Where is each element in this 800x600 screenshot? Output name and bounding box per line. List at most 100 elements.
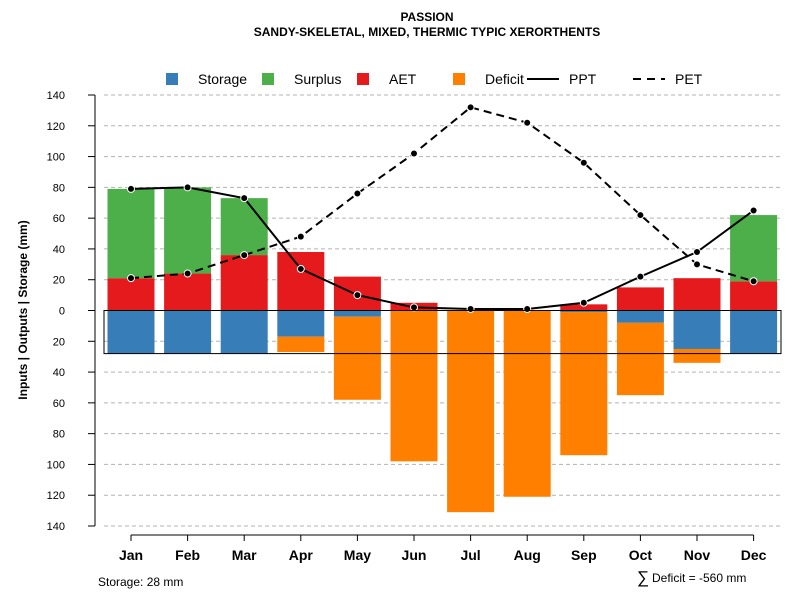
- bar-storage-oct: [616, 310, 664, 323]
- y-tick-label: 40: [53, 244, 65, 256]
- y-tick-label: 60: [53, 213, 65, 225]
- bar-deficit-sep: [560, 312, 608, 456]
- storage-note: Storage: 28 mm: [98, 575, 183, 589]
- legend-swatch-storage: [166, 73, 178, 85]
- legend-label-storage: Storage: [198, 71, 247, 87]
- x-tick-label-jan: Jan: [119, 547, 143, 563]
- x-tick-label-apr: Apr: [289, 547, 314, 563]
- point-pet-jun: [410, 149, 418, 158]
- x-tick-label-aug: Aug: [514, 547, 541, 563]
- y-tick-label: 100: [47, 152, 65, 164]
- bar-deficit-aug: [503, 310, 551, 497]
- point-pet-mar: [240, 251, 249, 260]
- bars: [107, 187, 778, 513]
- legend-label-surplus: Surplus: [294, 71, 341, 87]
- y-tick-label: 20: [53, 336, 65, 348]
- point-pet-aug: [523, 118, 532, 127]
- point-ppt-sep: [579, 298, 588, 307]
- bar-storage-feb: [164, 310, 212, 354]
- bar-storage-may: [333, 310, 381, 317]
- legend-label-ppt: PPT: [569, 71, 597, 87]
- bar-deficit-nov: [673, 348, 721, 363]
- chart-subtitle: SANDY-SKELETAL, MIXED, THERMIC TYPIC XER…: [254, 25, 600, 39]
- point-ppt-jul: [466, 304, 475, 313]
- y-tick-label: 140: [47, 90, 65, 102]
- x-tick-label-jul: Jul: [460, 547, 480, 563]
- point-pet-jul: [466, 103, 475, 112]
- y-tick-label: 20: [53, 275, 65, 287]
- y-axis-label: Inputs | Outputs | Storage (mm): [16, 220, 30, 399]
- x-tick-label-may: May: [344, 547, 371, 563]
- y-tick-label: 120: [47, 121, 65, 133]
- bar-aet-mar: [220, 255, 268, 311]
- series-lines: [127, 103, 758, 313]
- x-tick-label-jun: Jun: [402, 547, 427, 563]
- bar-surplus-feb: [164, 187, 212, 274]
- y-tick-label: 100: [47, 459, 65, 471]
- point-ppt-jun: [410, 303, 418, 312]
- legend-swatch-surplus: [262, 73, 274, 85]
- point-pet-dec: [749, 277, 758, 286]
- point-ppt-nov: [693, 248, 701, 257]
- x-tick-label-oct: Oct: [629, 547, 653, 563]
- line-ppt: [130, 186, 755, 310]
- point-ppt-aug: [523, 304, 532, 313]
- point-ppt-mar: [240, 194, 249, 203]
- bar-surplus-dec: [730, 215, 778, 282]
- point-pet-feb: [183, 269, 192, 278]
- bar-aet-sep: [560, 304, 608, 311]
- bar-deficit-jul: [447, 310, 495, 513]
- bar-aet-oct: [616, 287, 664, 311]
- bar-deficit-jun: [390, 310, 438, 462]
- y-tick-label: 40: [53, 367, 65, 379]
- bar-storage-nov: [673, 310, 721, 349]
- bar-aet-jan: [107, 278, 155, 311]
- bar-surplus-jan: [107, 188, 155, 279]
- y-tick-label: 80: [53, 182, 65, 194]
- bar-storage-apr: [277, 310, 325, 337]
- point-ppt-oct: [636, 272, 645, 281]
- bar-storage-jan: [107, 310, 155, 354]
- point-ppt-feb: [183, 183, 192, 192]
- bar-deficit-may: [333, 316, 381, 400]
- y-tick-label: 0: [59, 306, 65, 318]
- x-tick-label-feb: Feb: [175, 547, 200, 563]
- point-pet-sep: [579, 158, 588, 167]
- point-pet-oct: [636, 211, 645, 220]
- legend-label-deficit: Deficit: [485, 71, 524, 87]
- bar-aet-nov: [673, 278, 721, 311]
- bar-aet-feb: [164, 273, 212, 311]
- bar-storage-dec: [730, 310, 778, 354]
- axes: 140 120 100 80 60 40 20 0 20 40 60 80 100 120 140 Jan Fe…: [47, 90, 782, 563]
- legend-label-aet: AET: [389, 71, 417, 87]
- grid-lines: [104, 94, 781, 527]
- y-tick-label: 60: [53, 398, 65, 410]
- bar-aet-apr: [277, 252, 325, 311]
- point-pet-nov: [693, 260, 701, 269]
- bar-storage-mar: [220, 310, 268, 354]
- x-tick-label-dec: Dec: [741, 547, 767, 563]
- bar-aet-dec: [730, 281, 778, 311]
- x-tick-label-nov: Nov: [684, 547, 711, 563]
- point-ppt-may: [353, 291, 362, 300]
- storage-capacity-box: [103, 310, 782, 355]
- bar-deficit-apr: [277, 336, 325, 353]
- x-tick-label-sep: Sep: [571, 547, 597, 563]
- legend-label-pet: PET: [675, 71, 703, 87]
- y-tick-label: 80: [53, 429, 65, 441]
- point-ppt-apr: [296, 264, 305, 273]
- point-pet-may: [353, 189, 362, 198]
- legend-swatch-aet: [357, 73, 369, 85]
- legend-swatch-deficit: [453, 73, 465, 85]
- y-tick-label: 120: [47, 490, 65, 502]
- legend: Storage Surplus AET Deficit PPT PET: [166, 71, 703, 87]
- y-tick-label: 140: [47, 521, 65, 533]
- deficit-total: Deficit = -560 mm: [652, 571, 746, 585]
- sigma-symbol: ∑: [637, 568, 649, 587]
- point-ppt-jan: [127, 184, 135, 193]
- bar-storage-sep: [560, 310, 608, 313]
- bar-deficit-oct: [616, 322, 664, 396]
- point-pet-jan: [127, 274, 135, 283]
- point-ppt-dec: [749, 206, 758, 215]
